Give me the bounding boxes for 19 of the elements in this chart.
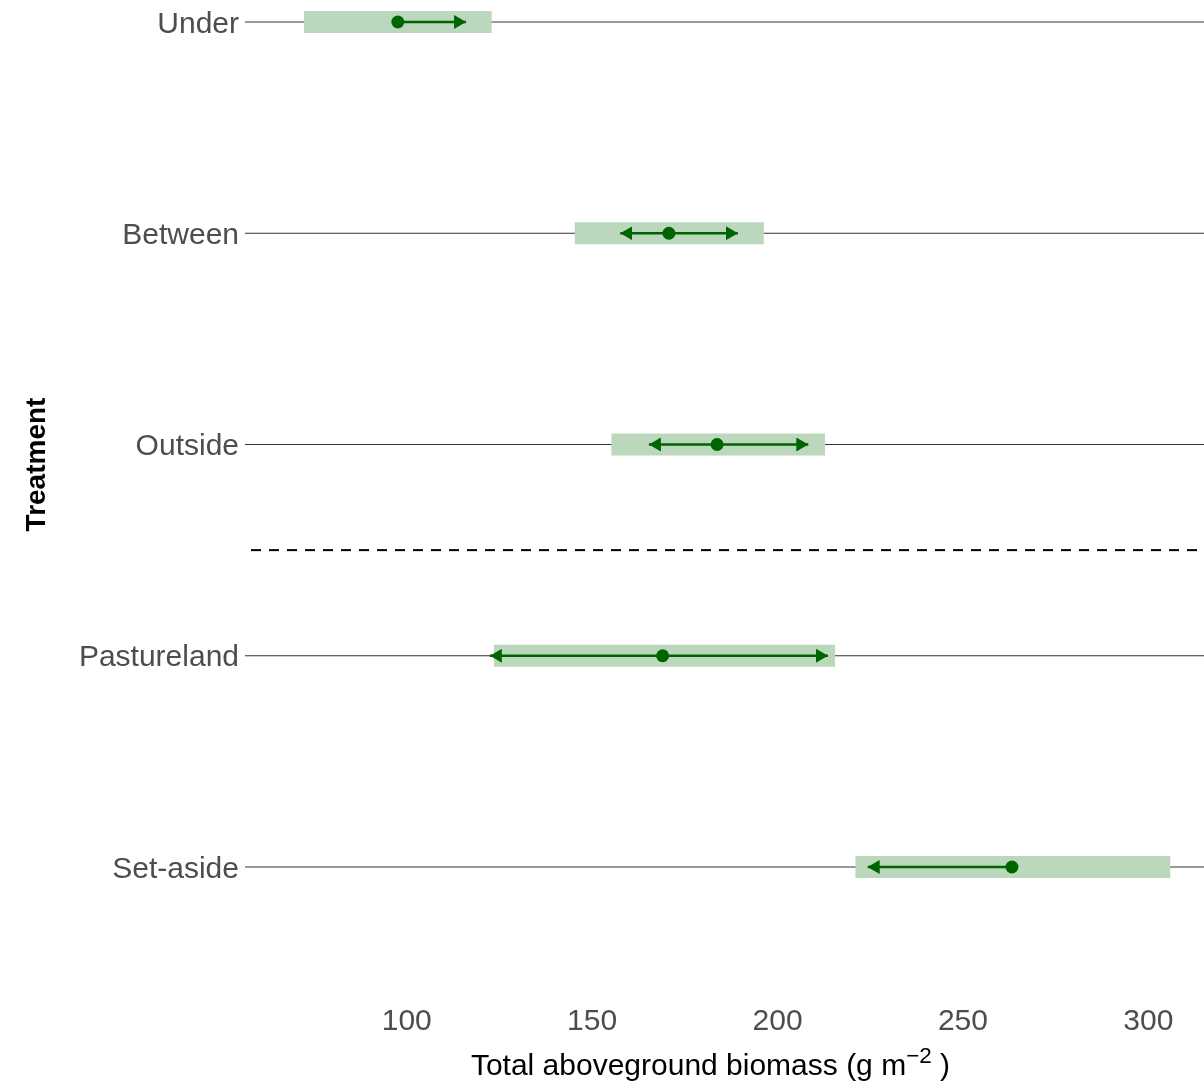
bar <box>855 856 1171 878</box>
y-axis-title: Treatment <box>20 397 51 532</box>
point <box>391 15 405 29</box>
x-tick-label: 250 <box>937 1003 988 1036</box>
y-tick-label: Set-aside <box>112 850 239 884</box>
x-tick-label: 200 <box>752 1003 803 1036</box>
x-tick-label: 300 <box>1123 1003 1174 1036</box>
point <box>662 226 676 240</box>
x-tick-label: 150 <box>567 1003 618 1036</box>
point <box>710 438 724 451</box>
point <box>1005 860 1019 874</box>
y-tick-label: Under <box>157 5 239 39</box>
bar <box>304 11 492 33</box>
y-tick-label: Pastureland <box>78 639 239 673</box>
y-tick-label: Outside <box>135 428 239 461</box>
point <box>656 649 670 663</box>
x-tick-label: 100 <box>381 1003 432 1036</box>
x-axis-title: Total aboveground biomass (g m$^{−2}$ ) <box>470 1042 951 1081</box>
y-tick-label: Between <box>122 216 239 250</box>
